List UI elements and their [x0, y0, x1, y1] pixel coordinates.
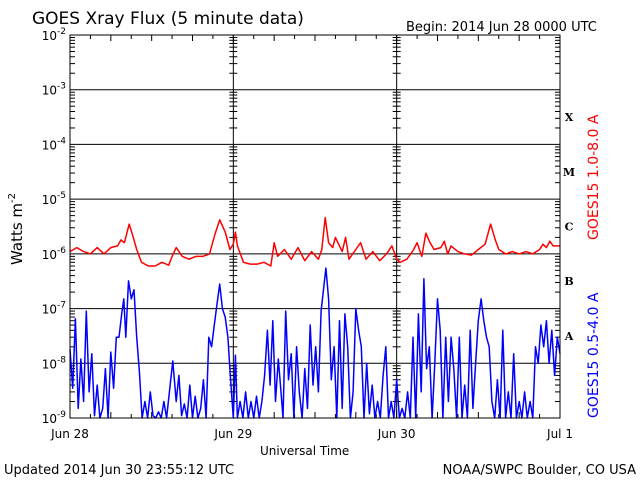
y-tick-label-exponent: -5	[57, 191, 66, 201]
y-tick-label-base: 10	[42, 303, 57, 317]
flare-class-label: X	[565, 111, 574, 124]
y-axis-label: Watts m-2	[7, 193, 26, 265]
y-tick-label: 10-5	[42, 191, 66, 207]
plot-frame	[69, 34, 561, 419]
y-tick-label-exponent: -4	[57, 136, 66, 146]
updated-timestamp: Updated 2014 Jun 30 23:55:12 UTC	[4, 463, 234, 478]
y-tick-label-exponent: -8	[57, 355, 66, 365]
y-tick-label-base: 10	[42, 193, 57, 207]
y-tick-label: 10-3	[42, 82, 66, 98]
y-tick-label: 10-9	[42, 410, 67, 426]
x-tick-label: Jul 1	[546, 427, 573, 441]
flare-class-label: M	[563, 166, 575, 179]
credit-text: NOAA/SWPC Boulder, CO USA	[443, 463, 636, 478]
data-series	[69, 216, 561, 419]
flare-class-label: A	[564, 330, 574, 343]
y-tick-label-base: 10	[42, 412, 57, 426]
y-axis-label-base: Watts m	[8, 203, 26, 265]
x-tick-labels: Jun 28 Jun 29 Jun 30 Jul 1	[50, 427, 573, 441]
y-tick-label-exponent: -6	[57, 246, 66, 256]
y-tick-label-exponent: -2	[57, 27, 66, 37]
x-tick-label: Jun 30	[377, 427, 416, 441]
y-tick-label-base: 10	[42, 84, 57, 98]
y-tick-label-exponent: -9	[57, 410, 66, 420]
y-tick-label: 10-6	[42, 246, 67, 262]
series-long-channel-line	[69, 216, 560, 267]
legend-long-channel: GOES15 1.0-8.0 A	[586, 114, 602, 240]
legend-short-channel: GOES15 0.5-4.0 A	[586, 292, 602, 418]
flare-class-label: B	[564, 275, 573, 288]
y-tick-label-exponent: -3	[57, 82, 66, 92]
flare-class-labels: X M C B A	[563, 111, 575, 343]
y-tick-label-base: 10	[42, 138, 57, 152]
y-tick-label-exponent: -7	[57, 301, 66, 311]
y-tick-label: 10-7	[42, 301, 66, 317]
y-tick-labels: 10-210-310-410-510-610-710-810-9	[42, 27, 67, 426]
flare-class-label: C	[565, 221, 574, 234]
y-axis-label-exponent: -2	[7, 193, 18, 203]
chart-title: GOES Xray Flux (5 minute data)	[32, 9, 304, 29]
y-tick-label: 10-4	[42, 136, 67, 152]
x-axis-label: Universal Time	[260, 444, 349, 458]
x-tick-label: Jun 28	[50, 427, 89, 441]
y-tick-label-base: 10	[42, 29, 57, 43]
series-short-channel-line	[69, 267, 561, 419]
y-tick-label-base: 10	[42, 357, 57, 371]
y-tick-label: 10-8	[42, 355, 67, 371]
begin-time: Begin: 2014 Jun 28 0000 UTC	[406, 20, 597, 35]
x-tick-label: Jun 29	[213, 427, 252, 441]
y-tick-label: 10-2	[42, 27, 66, 43]
y-tick-label-base: 10	[42, 248, 57, 262]
